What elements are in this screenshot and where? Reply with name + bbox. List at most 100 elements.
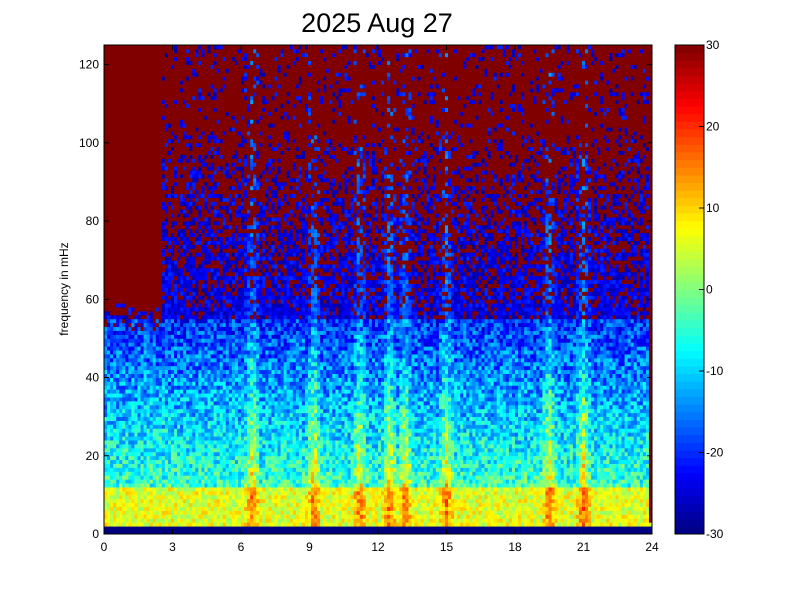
heatmap-cell: [159, 338, 162, 342]
heatmap-cell: [134, 256, 137, 260]
heatmap-cell: [217, 194, 220, 198]
heatmap-cell: [165, 436, 168, 440]
heatmap-cell: [131, 401, 134, 405]
heatmap-cell: [186, 155, 189, 159]
heatmap-cell: [186, 166, 189, 170]
heatmap-cell: [150, 315, 153, 319]
heatmap-cell: [116, 217, 119, 221]
heatmap-cell: [208, 370, 211, 374]
heatmap-cell: [180, 166, 183, 170]
heatmap-cell: [217, 272, 220, 276]
heatmap-cell: [192, 432, 195, 436]
heatmap-cell: [223, 452, 226, 456]
heatmap-cell: [195, 464, 198, 468]
heatmap-cell: [180, 503, 183, 507]
heatmap-cell: [104, 323, 107, 327]
heatmap-cell: [150, 381, 153, 385]
heatmap-cell: [220, 323, 223, 327]
heatmap-cell: [131, 518, 134, 522]
heatmap-cell: [211, 186, 214, 190]
heatmap-cell: [201, 342, 204, 346]
heatmap-cell: [159, 178, 162, 182]
heatmap-cell: [153, 182, 156, 186]
heatmap-cell: [204, 315, 207, 319]
heatmap-cell: [153, 217, 156, 221]
heatmap-cell: [125, 526, 128, 530]
heatmap-cell: [144, 315, 147, 319]
heatmap-cell: [144, 155, 147, 159]
heatmap-cell: [119, 76, 122, 80]
heatmap-cell: [159, 374, 162, 378]
heatmap-cell: [137, 288, 140, 292]
heatmap-cell: [183, 49, 186, 53]
heatmap-cell: [177, 511, 180, 515]
heatmap-cell: [223, 526, 226, 530]
heatmap-cell: [195, 409, 198, 413]
heatmap-cell: [110, 503, 113, 507]
heatmap-cell: [119, 323, 122, 327]
heatmap-cell: [217, 444, 220, 448]
heatmap-cell: [168, 475, 171, 479]
heatmap-cell: [144, 194, 147, 198]
heatmap-cell: [125, 311, 128, 315]
heatmap-cell: [128, 186, 131, 190]
heatmap-cell: [192, 194, 195, 198]
heatmap-cell: [159, 80, 162, 84]
heatmap-cell: [183, 507, 186, 511]
heatmap-cell: [162, 174, 165, 178]
heatmap-cell: [156, 158, 159, 162]
heatmap-cell: [192, 178, 195, 182]
heatmap-cell: [192, 198, 195, 202]
heatmap-cell: [186, 362, 189, 366]
heatmap-cell: [198, 186, 201, 190]
heatmap-cell: [223, 487, 226, 491]
heatmap-cell: [144, 499, 147, 503]
heatmap-cell: [195, 127, 198, 131]
heatmap-cell: [159, 213, 162, 217]
heatmap-cell: [186, 307, 189, 311]
heatmap-cell: [195, 381, 198, 385]
heatmap-cell: [177, 256, 180, 260]
heatmap-cell: [208, 88, 211, 92]
heatmap-cell: [195, 346, 198, 350]
heatmap-cell: [113, 507, 116, 511]
heatmap-cell: [147, 233, 150, 237]
heatmap-cell: [177, 225, 180, 229]
heatmap-cell: [217, 166, 220, 170]
heatmap-cell: [104, 92, 107, 96]
heatmap-cell: [192, 272, 195, 276]
heatmap-cell: [189, 514, 192, 518]
heatmap-cell: [198, 276, 201, 280]
heatmap-cell: [208, 518, 211, 522]
heatmap-cell: [171, 397, 174, 401]
heatmap-cell: [204, 389, 207, 393]
heatmap-cell: [122, 346, 125, 350]
heatmap-cell: [214, 385, 217, 389]
heatmap-cell: [201, 479, 204, 483]
heatmap-cell: [131, 440, 134, 444]
heatmap-cell: [131, 162, 134, 166]
heatmap-cell: [162, 385, 165, 389]
heatmap-cell: [159, 53, 162, 57]
heatmap-cell: [107, 100, 110, 104]
heatmap-cell: [134, 460, 137, 464]
heatmap-cell: [119, 295, 122, 299]
heatmap-cell: [156, 272, 159, 276]
heatmap-cell: [168, 84, 171, 88]
heatmap-cell: [159, 389, 162, 393]
heatmap-cell: [128, 201, 131, 205]
heatmap-cell: [119, 217, 122, 221]
heatmap-cell: [189, 424, 192, 428]
heatmap-cell: [131, 331, 134, 335]
heatmap-cell: [180, 385, 183, 389]
heatmap-cell: [195, 331, 198, 335]
heatmap-cell: [165, 424, 168, 428]
heatmap-cell: [211, 201, 214, 205]
heatmap-cell: [211, 190, 214, 194]
heatmap-cell: [177, 151, 180, 155]
heatmap-cell: [198, 213, 201, 217]
heatmap-cell: [144, 198, 147, 202]
heatmap-cell: [177, 53, 180, 57]
heatmap-cell: [116, 366, 119, 370]
heatmap-cell: [104, 213, 107, 217]
